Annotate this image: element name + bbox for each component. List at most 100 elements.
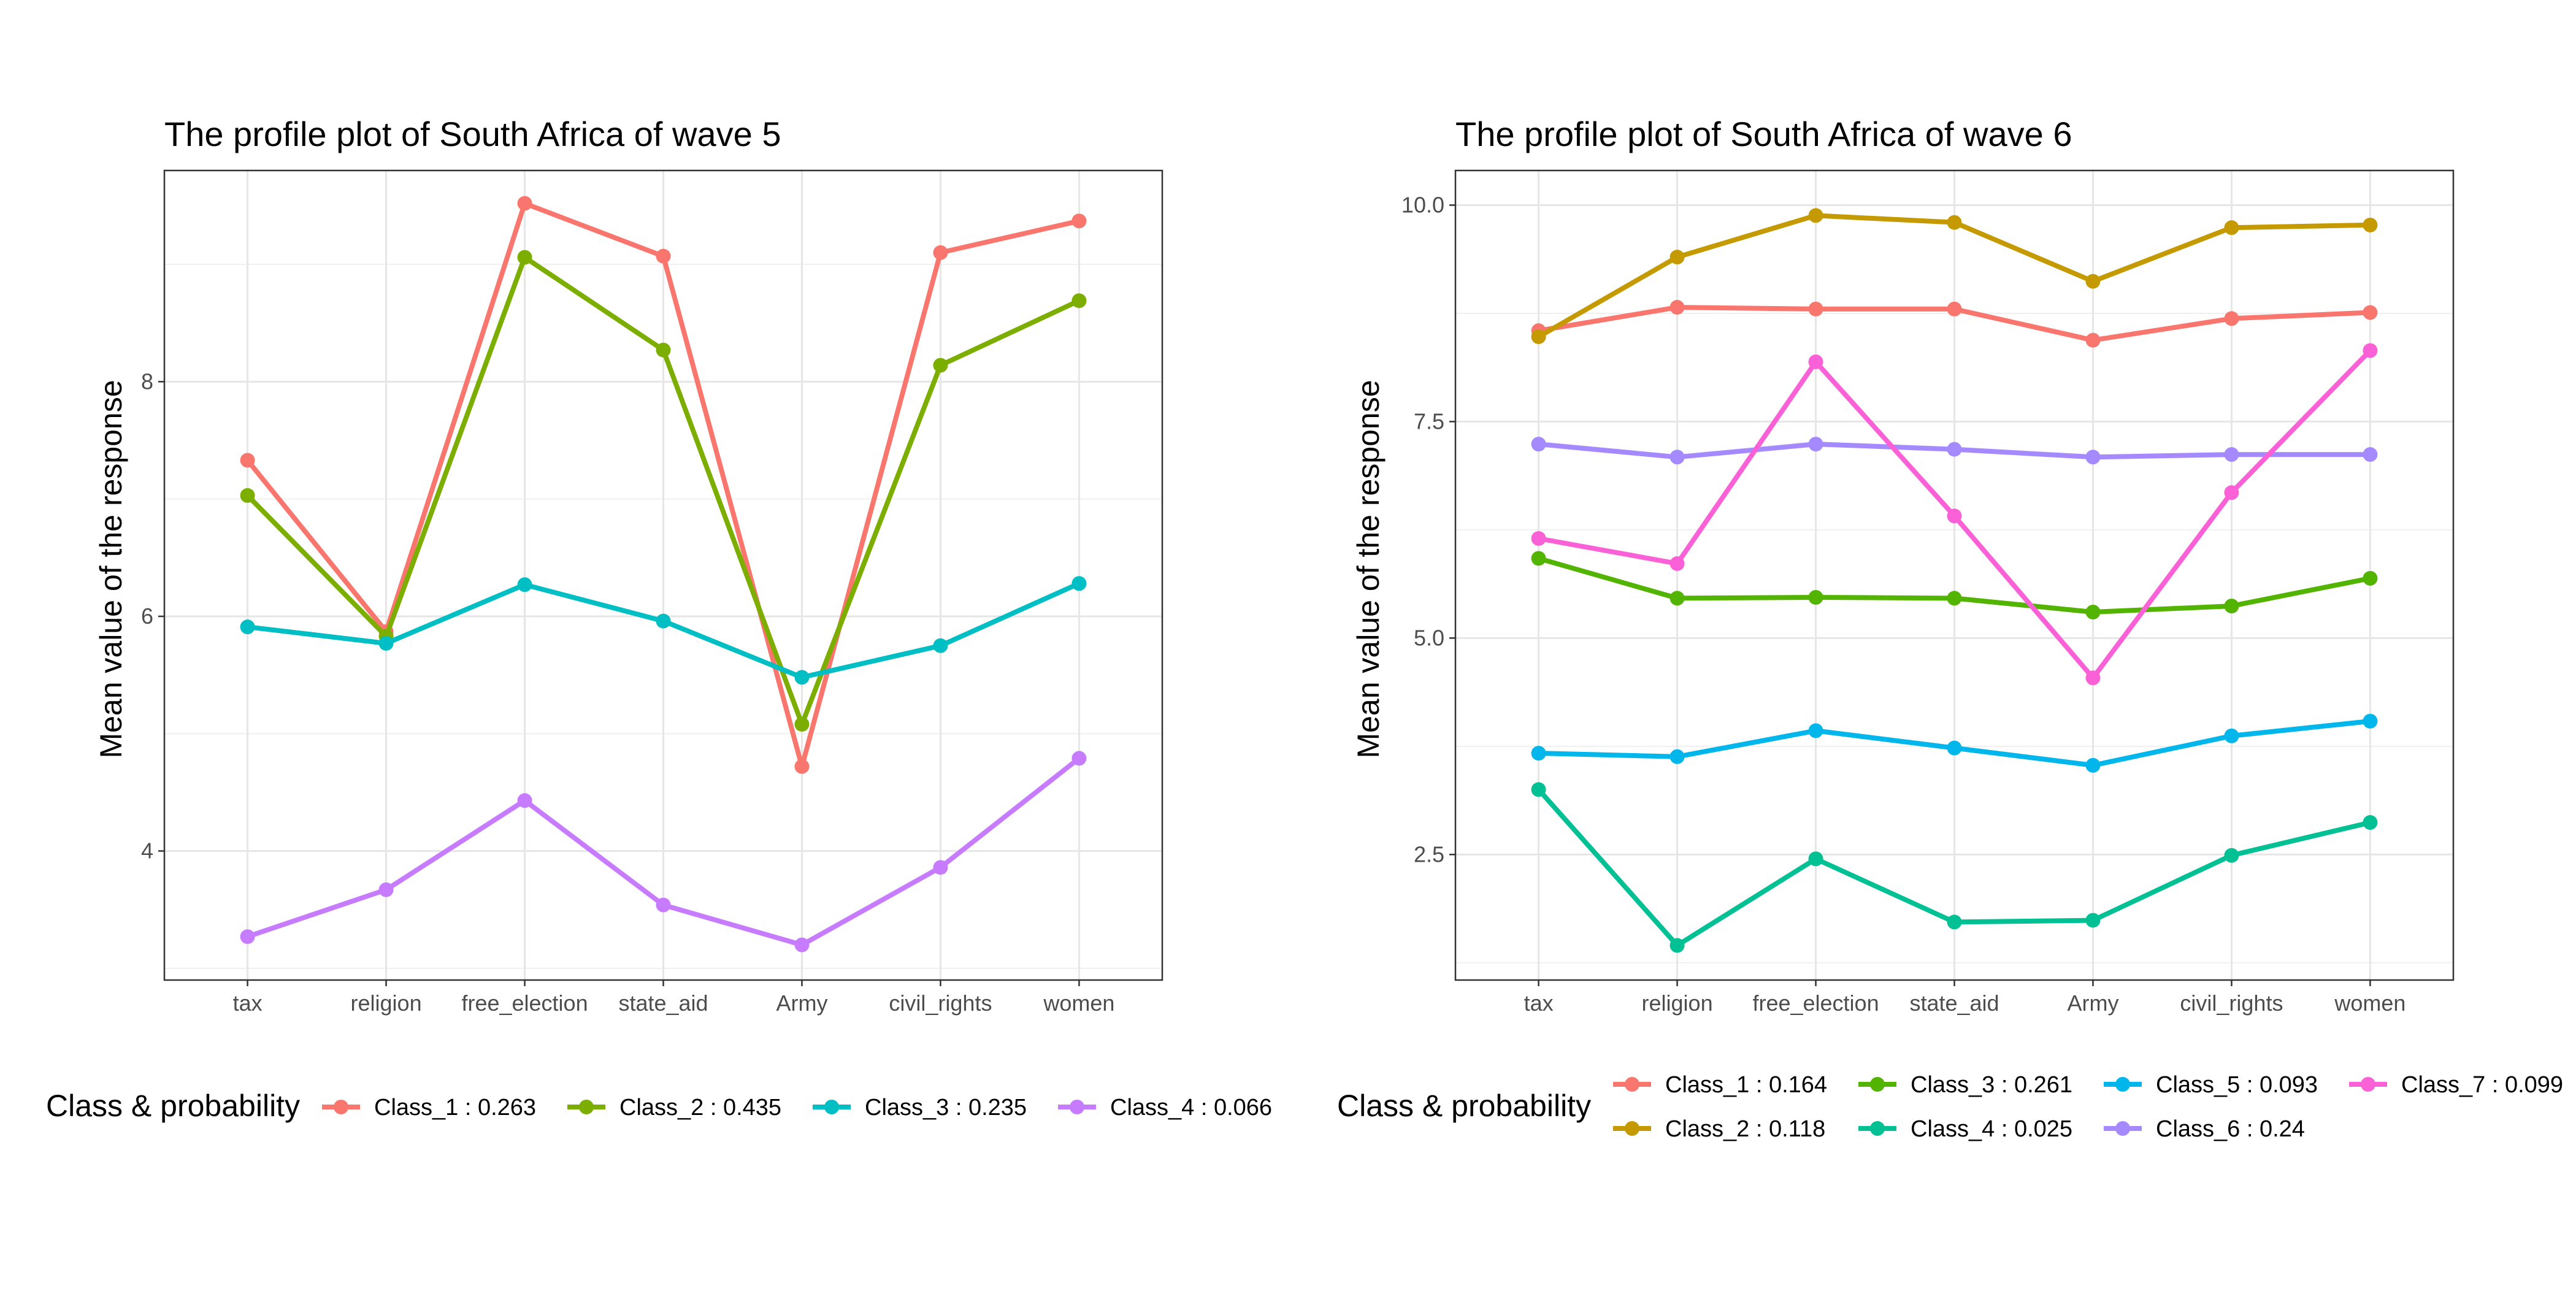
- data-point: [1808, 354, 1823, 369]
- legend-item: Class_4 : 0.066: [1058, 1095, 1272, 1121]
- data-point: [1808, 851, 1823, 867]
- data-point: [378, 635, 394, 651]
- legend-key-point: [1625, 1077, 1639, 1092]
- data-point: [240, 488, 255, 503]
- data-point: [656, 613, 671, 629]
- y-axis-label: Mean value of the response: [94, 380, 128, 758]
- legend-item: Class_3 : 0.261: [1858, 1072, 2072, 1098]
- data-point: [1947, 914, 1962, 930]
- legend-item: Class_6 : 0.24: [2104, 1116, 2305, 1142]
- data-point: [1531, 746, 1546, 761]
- data-point: [240, 453, 255, 468]
- data-point: [2085, 274, 2101, 289]
- data-point: [1947, 740, 1962, 756]
- data-point: [2224, 728, 2239, 743]
- legend-item: Class_5 : 0.093: [2104, 1072, 2318, 1098]
- data-point: [1071, 751, 1087, 766]
- legend-label: Class_3 : 0.235: [865, 1095, 1027, 1121]
- legend-label: Class_4 : 0.025: [1911, 1116, 2072, 1142]
- series-4: [240, 751, 1087, 952]
- series-5: [1531, 713, 2378, 773]
- data-point: [1947, 591, 1962, 606]
- legend-label: Class_3 : 0.261: [1911, 1072, 2072, 1098]
- grid: [1455, 170, 2453, 980]
- data-point: [2224, 220, 2239, 236]
- y-axis-ticks: 2.5 5.0 7.5 10.0: [1401, 192, 1455, 867]
- series-layer: [1531, 208, 2378, 953]
- data-point: [1071, 576, 1087, 591]
- y-tick-label: 7.5: [1414, 408, 1444, 434]
- y-tick-label: 4: [141, 838, 153, 864]
- legend-label: Class_4 : 0.066: [1110, 1095, 1272, 1121]
- data-point: [933, 245, 948, 260]
- data-point: [2363, 815, 2378, 830]
- legend: Class & probability Class_1 : 0.164 Class…: [1337, 1072, 2563, 1142]
- x-tick-label: religion: [1642, 990, 1713, 1016]
- y-tick-label: 8: [141, 369, 153, 394]
- x-tick-label: free_election: [1752, 990, 1879, 1016]
- x-tick-label: tax: [233, 990, 263, 1016]
- data-point: [794, 670, 810, 685]
- data-point: [656, 342, 671, 358]
- x-tick-label: women: [1043, 990, 1114, 1016]
- legend-key-point: [824, 1100, 839, 1114]
- data-point: [794, 937, 810, 952]
- y-tick-label: 5.0: [1414, 625, 1444, 650]
- data-point: [2224, 599, 2239, 614]
- legend-key-point: [334, 1100, 348, 1114]
- data-point: [656, 248, 671, 264]
- legend-title: Class & probability: [46, 1089, 300, 1123]
- y-axis-label: Mean value of the response: [1351, 380, 1386, 758]
- data-point: [1669, 450, 1685, 465]
- data-point: [1669, 250, 1685, 265]
- x-tick-label: free_election: [461, 990, 588, 1016]
- data-point: [1669, 300, 1685, 315]
- legend-item: Class_1 : 0.164: [1613, 1072, 1827, 1098]
- legend-item: Class_4 : 0.025: [1858, 1116, 2072, 1142]
- legend-title: Class & probability: [1337, 1089, 1591, 1123]
- data-point: [2363, 570, 2378, 586]
- data-point: [1531, 551, 1546, 566]
- series-4: [1531, 782, 2378, 953]
- data-point: [1531, 782, 1546, 797]
- data-point: [794, 716, 810, 732]
- data-point: [1947, 215, 1962, 230]
- legend-key-point: [1070, 1100, 1084, 1114]
- legend-key-point: [1625, 1121, 1639, 1136]
- legend-item: Class_1 : 0.263: [322, 1095, 536, 1121]
- data-point: [1669, 591, 1685, 606]
- data-point: [1947, 508, 1962, 524]
- x-tick-label: women: [2334, 990, 2405, 1016]
- y-tick-label: 6: [141, 603, 153, 629]
- legend-key-point: [2361, 1077, 2375, 1092]
- data-point: [933, 638, 948, 653]
- data-point: [2085, 757, 2101, 773]
- data-point: [1669, 749, 1685, 764]
- legend-label: Class_1 : 0.263: [374, 1095, 536, 1121]
- chart-panel-wave-5: The profile plot of South Africa of wave…: [46, 115, 1272, 1123]
- chart-panel-wave-6: The profile plot of South Africa of wave…: [1337, 115, 2563, 1142]
- legend-label: Class_7 : 0.099: [2401, 1072, 2563, 1098]
- x-axis-ticks: tax religion free_election state_aid Army civ…: [233, 980, 1114, 1016]
- series-1: [1531, 300, 2378, 348]
- x-tick-label: state_aid: [1909, 990, 1999, 1016]
- legend: Class & probability Class_1 : 0.263 Class…: [46, 1089, 1272, 1123]
- series-layer: [240, 196, 1087, 952]
- data-point: [2224, 848, 2239, 863]
- legend-label: Class_1 : 0.164: [1665, 1072, 1827, 1098]
- data-point: [933, 358, 948, 373]
- legend-label: Class_6 : 0.24: [2156, 1116, 2305, 1142]
- legend-key-point: [2115, 1121, 2130, 1136]
- data-point: [1531, 531, 1546, 546]
- chart-title: The profile plot of South Africa of wave…: [164, 115, 781, 153]
- series-3: [240, 576, 1087, 685]
- legend-item: Class_7 : 0.099: [2349, 1072, 2563, 1098]
- data-point: [240, 619, 255, 635]
- data-point: [656, 897, 671, 913]
- data-point: [2224, 311, 2239, 326]
- y-tick-label: 2.5: [1414, 841, 1444, 867]
- data-point: [1531, 329, 1546, 345]
- data-point: [2085, 332, 2101, 348]
